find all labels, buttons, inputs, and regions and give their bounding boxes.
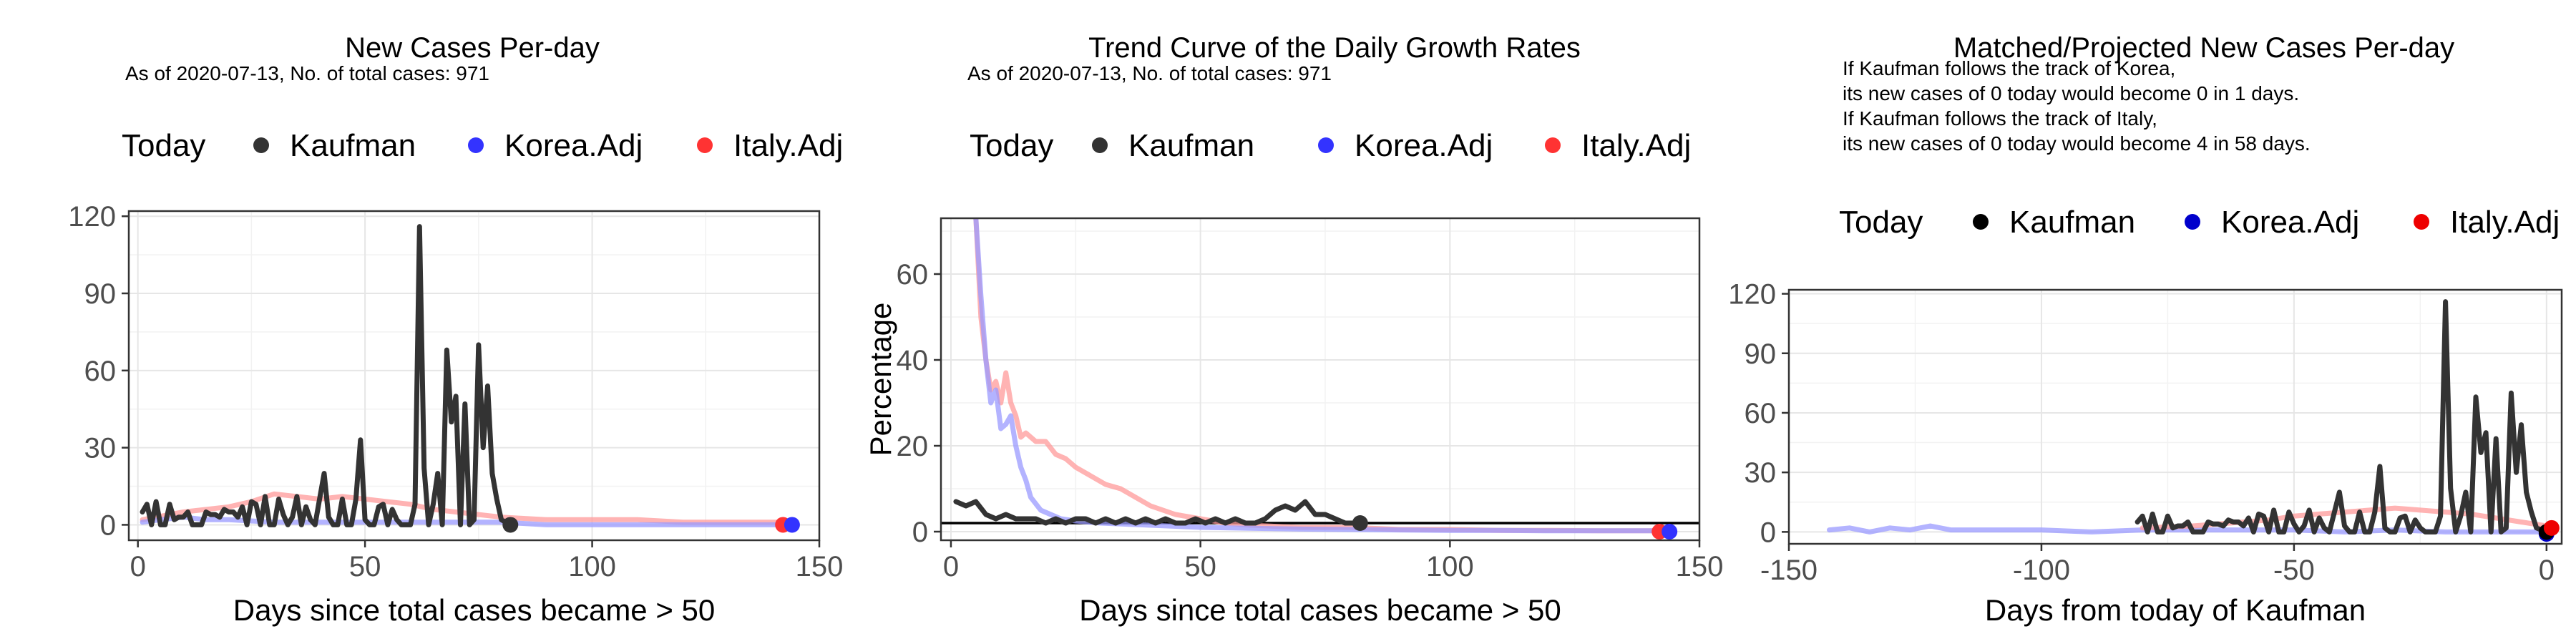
y-tick-label: 60 xyxy=(1745,398,1777,429)
x-axis-label: Days since total cases became > 50 xyxy=(1079,593,1561,627)
legend-label-korea-adj: Korea.Adj xyxy=(504,128,643,163)
chart-panel-2: Trend Curve of the Daily Growth RatesAs … xyxy=(864,32,1723,627)
plot-border xyxy=(940,217,1701,542)
y-tick-label: 30 xyxy=(84,433,117,464)
today-point-korea-adj xyxy=(784,517,800,533)
y-tick-label: 40 xyxy=(897,345,929,376)
chart-subtitle: As of 2020-07-13, No. of total cases: 97… xyxy=(967,62,1332,84)
legend-marker-kaufman xyxy=(1973,214,1989,230)
series-line-italy-adj xyxy=(140,491,786,525)
y-tick-label: 60 xyxy=(897,259,929,291)
legend-marker-italy-adj xyxy=(697,137,713,153)
legend-label-kaufman: Kaufman xyxy=(1128,128,1254,163)
today-point-kaufman xyxy=(502,517,519,533)
legend-marker-korea-adj xyxy=(2185,214,2200,230)
x-tick-label: -50 xyxy=(2273,555,2315,586)
y-tick-label: 0 xyxy=(1760,517,1776,548)
y-tick-label: 0 xyxy=(912,517,928,548)
plot-border xyxy=(127,210,821,542)
chart-subtitle-line: If Kaufman follows the track of Korea, xyxy=(1843,57,2175,79)
today-point-italy-adj xyxy=(2543,519,2560,536)
y-tick-label: 0 xyxy=(100,509,116,541)
legend-marker-korea-adj xyxy=(468,137,484,153)
legend-title: Today xyxy=(1839,205,1923,240)
gridlines xyxy=(941,218,1700,540)
data-layer xyxy=(941,218,1699,540)
x-tick-label: 150 xyxy=(796,551,844,582)
x-tick-label: 0 xyxy=(2539,555,2555,586)
series-line-kaufman xyxy=(140,224,513,527)
data-layer xyxy=(140,224,800,533)
x-axis-label: Days from today of Kaufman xyxy=(1985,593,2366,627)
y-axis-label: Percentage xyxy=(864,303,897,457)
x-tick-label: 0 xyxy=(943,551,959,582)
x-tick-label: 100 xyxy=(568,551,616,582)
legend: Today Kaufman Korea.Adj Italy.Adj xyxy=(1839,205,2560,240)
plot-background xyxy=(941,218,1699,540)
legend-label-kaufman: Kaufman xyxy=(2009,205,2135,240)
y-tick-label: 60 xyxy=(84,356,117,387)
legend-label-kaufman: Kaufman xyxy=(290,128,416,163)
legend-marker-korea-adj xyxy=(1318,137,1334,153)
chart-title: Matched/Projected New Cases Per-day xyxy=(1953,32,2454,64)
x-tick-label: 0 xyxy=(130,551,146,582)
series-line-kaufman xyxy=(2135,299,2550,535)
x-tick-label: -150 xyxy=(1760,555,1818,586)
plot-border xyxy=(1787,288,2563,545)
chart-title: New Cases Per-day xyxy=(345,32,600,64)
legend-marker-italy-adj xyxy=(1545,137,1561,153)
legend-marker-italy-adj xyxy=(2414,214,2429,230)
legend: Today Kaufman Korea.Adj Italy.Adj xyxy=(122,128,843,163)
legend-label-italy-adj: Italy.Adj xyxy=(1581,128,1691,163)
x-axis-label: Days since total cases became > 50 xyxy=(233,593,716,627)
legend-label-korea-adj: Korea.Adj xyxy=(1355,128,1493,163)
x-tick-label: -100 xyxy=(2013,555,2070,586)
chart-title: Trend Curve of the Daily Growth Rates xyxy=(1088,32,1581,64)
x-tick-label: 150 xyxy=(1676,551,1724,582)
y-tick-label: 90 xyxy=(1745,338,1777,370)
y-tick-label: 90 xyxy=(84,278,117,310)
y-tick-label: 120 xyxy=(1728,279,1776,311)
legend: Today Kaufman Korea.Adj Italy.Adj xyxy=(970,128,1691,163)
chart-subtitle-line: If Kaufman follows the track of Italy, xyxy=(1843,107,2157,130)
series-line-kaufman xyxy=(953,499,1363,526)
legend-marker-kaufman xyxy=(1092,137,1108,153)
y-tick-label: 30 xyxy=(1745,457,1777,489)
legend-title: Today xyxy=(970,128,1053,163)
x-tick-label: 100 xyxy=(1426,551,1474,582)
plot-background xyxy=(1789,290,2562,544)
y-tick-label: 120 xyxy=(68,201,116,233)
today-point-kaufman xyxy=(1352,515,1368,531)
legend-label-korea-adj: Korea.Adj xyxy=(2221,205,2359,240)
chart-subtitle: As of 2020-07-13, No. of total cases: 97… xyxy=(125,62,489,84)
legend-marker-kaufman xyxy=(253,137,269,153)
legend-label-italy-adj: Italy.Adj xyxy=(733,128,843,163)
data-layer xyxy=(1827,299,2560,542)
legend-label-italy-adj: Italy.Adj xyxy=(2450,205,2560,240)
x-tick-label: 50 xyxy=(349,551,381,582)
y-tick-label: 20 xyxy=(897,431,929,462)
chart-subtitle-line: its new cases of 0 today would become 4 … xyxy=(1843,132,2311,155)
chart-subtitle-line: its new cases of 0 today would become 0 … xyxy=(1843,82,2299,104)
legend-title: Today xyxy=(122,128,205,163)
x-tick-label: 50 xyxy=(1184,551,1216,582)
today-point-korea-adj xyxy=(1662,524,1678,540)
